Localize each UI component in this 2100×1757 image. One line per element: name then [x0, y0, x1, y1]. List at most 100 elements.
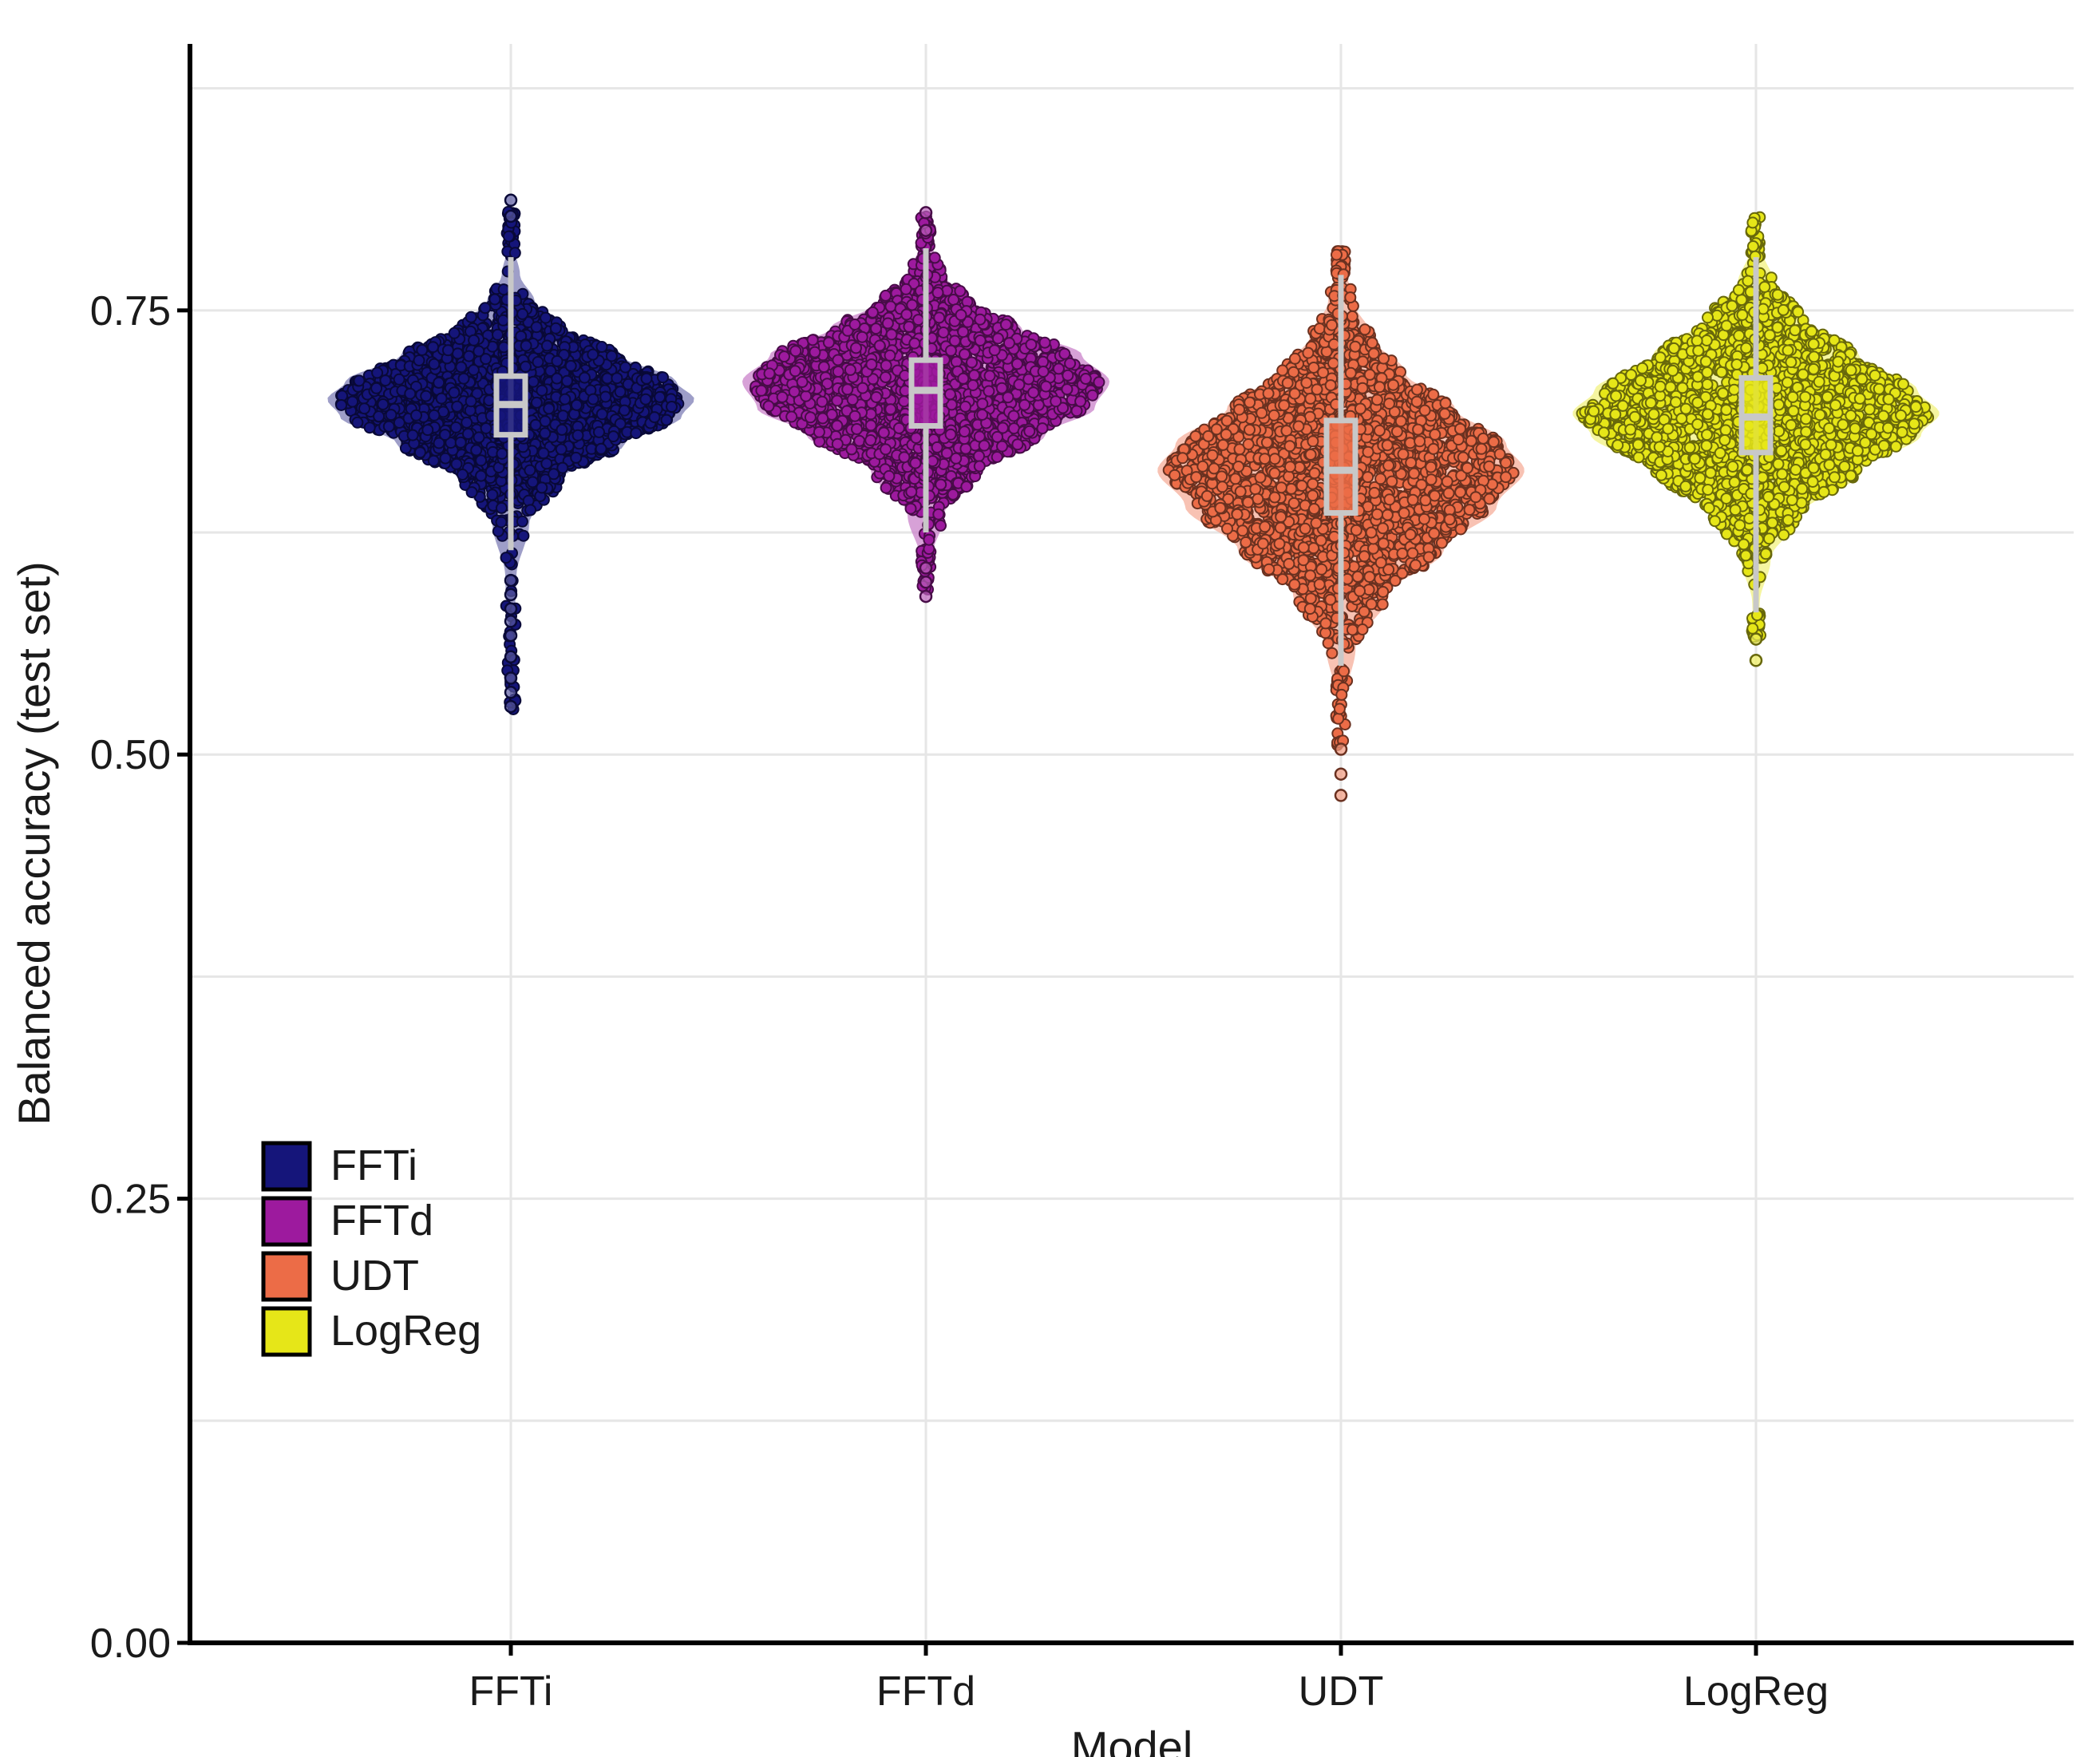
data-point — [435, 392, 448, 405]
data-point — [884, 403, 897, 416]
data-point — [373, 410, 386, 423]
data-point — [778, 350, 790, 363]
data-point — [556, 423, 568, 436]
data-point — [371, 366, 384, 379]
grid-lines — [190, 44, 2074, 1643]
data-point — [571, 429, 584, 441]
data-point — [465, 486, 478, 499]
data-point — [999, 319, 1012, 331]
data-point — [991, 451, 1003, 463]
data-point — [465, 395, 477, 408]
data-point — [1038, 336, 1051, 349]
data-point — [578, 371, 591, 384]
data-point — [884, 300, 897, 313]
data-point — [559, 393, 571, 406]
data-point — [660, 414, 673, 426]
data-point — [455, 361, 468, 374]
data-point — [467, 364, 480, 376]
data-point — [529, 418, 542, 431]
data-point — [516, 515, 528, 528]
data-point — [385, 409, 397, 421]
data-point — [449, 421, 462, 433]
data-point — [851, 423, 863, 435]
outlier-point — [504, 671, 518, 685]
data-point — [363, 421, 376, 434]
outlier-point — [504, 628, 518, 643]
data-point — [441, 344, 454, 357]
data-point — [657, 371, 669, 384]
outlier-point — [504, 602, 518, 615]
data-point — [393, 373, 405, 386]
data-point — [880, 289, 892, 302]
data-point — [540, 457, 553, 470]
outlier-point — [504, 193, 518, 208]
data-point — [346, 395, 359, 408]
data-point — [619, 361, 631, 374]
data-point — [856, 330, 868, 343]
data-point — [555, 443, 568, 456]
data-point — [595, 341, 608, 353]
data-point — [543, 402, 556, 415]
data-point — [454, 436, 467, 449]
data-point — [488, 293, 501, 306]
data-point — [475, 454, 488, 467]
data-point — [486, 489, 499, 501]
outlier-point — [504, 588, 518, 602]
data-point — [433, 376, 445, 389]
data-point — [640, 372, 653, 385]
data-point — [410, 409, 422, 421]
data-point — [468, 334, 481, 346]
data-point — [495, 501, 508, 514]
data-point — [864, 419, 877, 432]
data-point — [497, 314, 509, 326]
data-point — [532, 356, 544, 368]
data-point — [991, 332, 1004, 345]
data-point — [457, 469, 469, 481]
outlier-point — [504, 686, 518, 699]
data-point — [904, 502, 917, 515]
data-point — [1032, 398, 1045, 411]
data-point — [461, 428, 474, 440]
outlier-point — [504, 650, 518, 664]
data-point — [880, 371, 892, 383]
data-point — [420, 390, 433, 402]
data-point — [607, 430, 619, 443]
data-point — [524, 464, 536, 477]
data-point — [539, 427, 552, 440]
data-point — [883, 469, 896, 482]
data-point — [666, 401, 678, 413]
data-point — [517, 529, 530, 542]
data-point — [351, 416, 364, 429]
data-point — [452, 347, 464, 360]
data-point — [448, 326, 461, 339]
data-point — [497, 283, 510, 296]
data-point — [335, 399, 348, 411]
data-point — [595, 408, 608, 421]
data-point — [587, 393, 599, 406]
violin-ffti — [327, 193, 694, 715]
data-point — [618, 404, 631, 417]
data-point — [406, 429, 419, 441]
data-point — [480, 422, 492, 434]
data-point — [1013, 378, 1026, 391]
data-point — [473, 345, 485, 358]
data-point — [648, 411, 661, 424]
data-point — [470, 444, 483, 457]
data-point — [421, 424, 434, 437]
data-point — [520, 339, 532, 352]
data-point — [508, 247, 521, 259]
outlier-point — [504, 209, 518, 224]
data-point — [1064, 357, 1077, 370]
data-point — [483, 394, 496, 407]
data-point — [497, 341, 510, 354]
data-point — [630, 427, 643, 440]
data-point — [427, 454, 440, 467]
data-point — [654, 390, 666, 403]
data-point — [1011, 358, 1023, 370]
data-point — [500, 552, 512, 564]
data-point — [393, 417, 405, 429]
data-point — [536, 384, 548, 397]
data-point — [473, 431, 485, 444]
violin-fftd — [742, 206, 1109, 603]
